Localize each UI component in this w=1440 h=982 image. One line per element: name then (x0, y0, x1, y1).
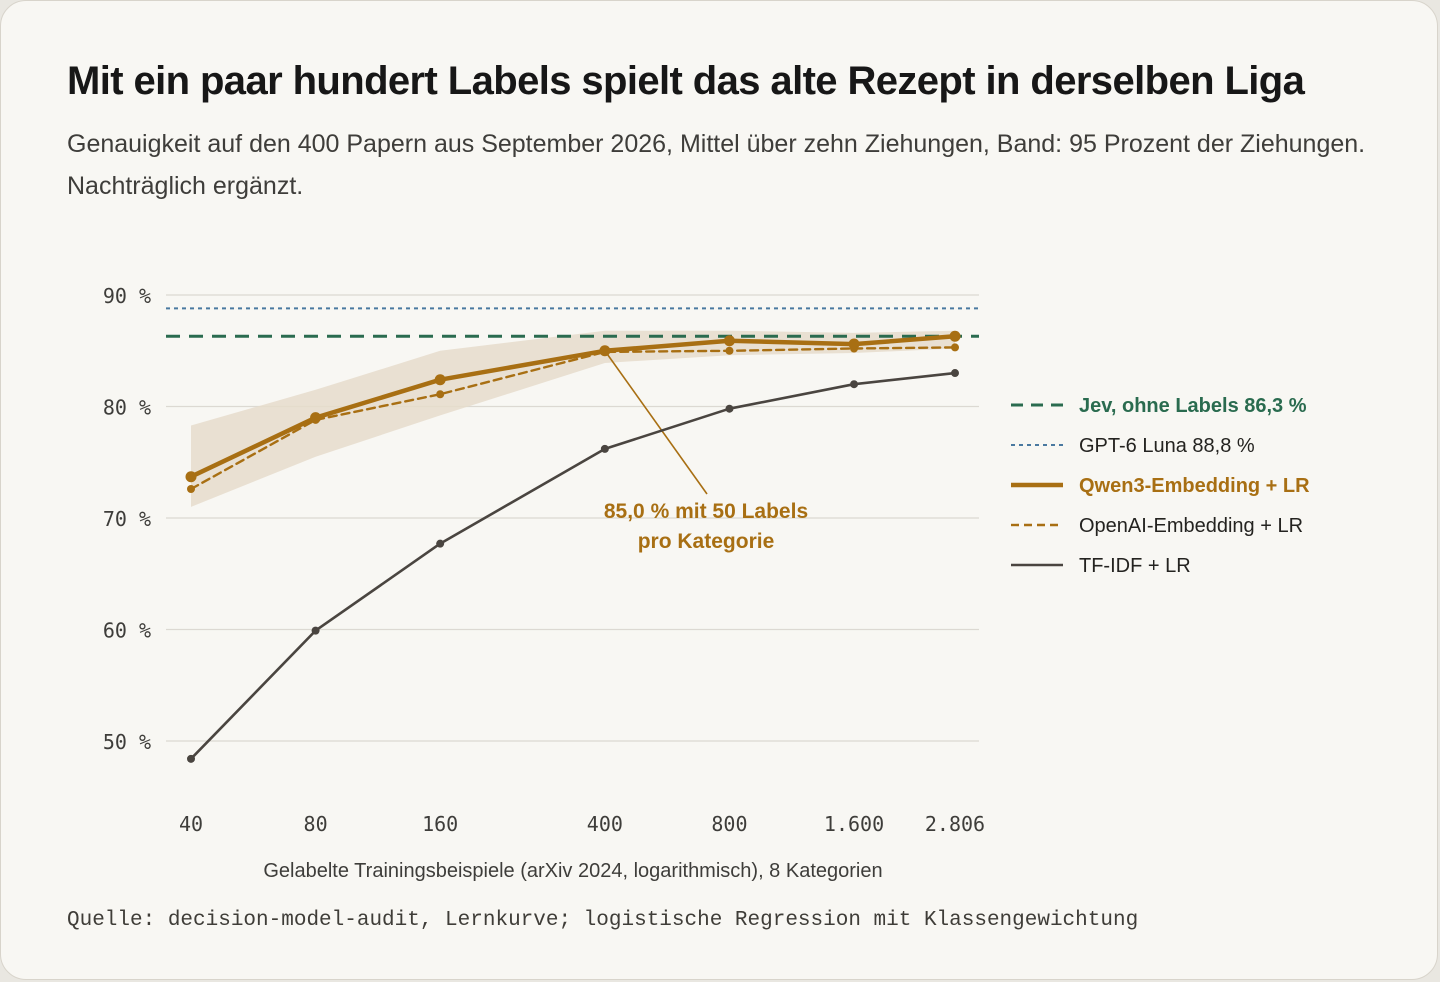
series-layer (185, 330, 961, 763)
y-tick-label: 80 % (103, 396, 151, 420)
data-point (187, 485, 195, 494)
data-point (600, 444, 609, 453)
data-point (185, 471, 197, 483)
x-tick-label: 160 (422, 812, 458, 836)
legend-label: Qwen3-Embedding + LR (1079, 475, 1310, 497)
confidence-band (191, 330, 955, 507)
y-tick-label: 90 % (103, 284, 151, 308)
axis-labels: Gelabelte Trainingsbeispiele (arXiv 2024… (103, 284, 985, 882)
legend-label: TF-IDF + LR (1079, 555, 1191, 577)
x-axis-label: Gelabelte Trainingsbeispiele (arXiv 2024… (263, 860, 882, 882)
data-point (310, 412, 322, 424)
legend-item: Qwen3-Embedding + LR (1011, 475, 1310, 497)
y-tick-label: 70 % (103, 507, 151, 531)
data-point (951, 369, 959, 378)
data-point (725, 404, 734, 413)
x-tick-label: 400 (587, 812, 623, 836)
data-point (723, 335, 735, 347)
line-chart: 85,0 % mit 50 Labels pro Kategorie Gelab… (103, 284, 1310, 882)
x-tick-label: 80 (304, 812, 328, 836)
data-point (599, 345, 611, 357)
legend: Jev, ohne Labels 86,3 % GPT-6 Luna 88,8 %… (1011, 395, 1310, 577)
data-point (848, 338, 860, 350)
y-tick-label: 50 % (103, 730, 151, 754)
x-tick-label: 2.806 (925, 812, 985, 836)
confidence-band-layer (191, 330, 955, 507)
source-note: Quelle: decision-model-audit, Lernkurve;… (67, 909, 1139, 932)
x-tick-label: 40 (179, 812, 203, 836)
reference-lines (166, 307, 979, 338)
chart-title: Mit ein paar hundert Labels spielt das a… (67, 59, 1305, 103)
legend-item: GPT-6 Luna 88,8 % (1011, 435, 1255, 457)
legend-label: Jev, ohne Labels 86,3 % (1079, 395, 1307, 417)
data-point (436, 539, 445, 548)
data-point (725, 346, 734, 355)
x-tick-label: 1.600 (824, 812, 884, 836)
data-point (436, 390, 445, 399)
legend-item: Jev, ohne Labels 86,3 % (1011, 395, 1307, 417)
legend-item: OpenAI-Embedding + LR (1011, 515, 1303, 537)
legend-item: TF-IDF + LR (1011, 555, 1191, 577)
y-tick-label: 60 % (103, 619, 151, 643)
annotation-text-line-1: 85,0 % mit 50 Labels (604, 500, 808, 523)
data-point (187, 754, 195, 763)
x-tick-label: 800 (711, 812, 747, 836)
data-point (311, 626, 320, 635)
annotation-text-line-2: pro Kategorie (638, 530, 775, 553)
data-point (850, 380, 859, 389)
legend-label: OpenAI-Embedding + LR (1079, 515, 1303, 537)
grid-lines (166, 294, 979, 742)
annotation-leader-line (604, 350, 708, 495)
data-point (434, 374, 446, 386)
data-point (951, 343, 959, 352)
legend-label: GPT-6 Luna 88,8 % (1079, 435, 1255, 457)
data-point (949, 330, 961, 342)
chart-subtitle: Genauigkeit auf den 400 Papern aus Septe… (67, 130, 1366, 200)
annotation-layer: 85,0 % mit 50 Labels pro Kategorie (604, 350, 808, 553)
